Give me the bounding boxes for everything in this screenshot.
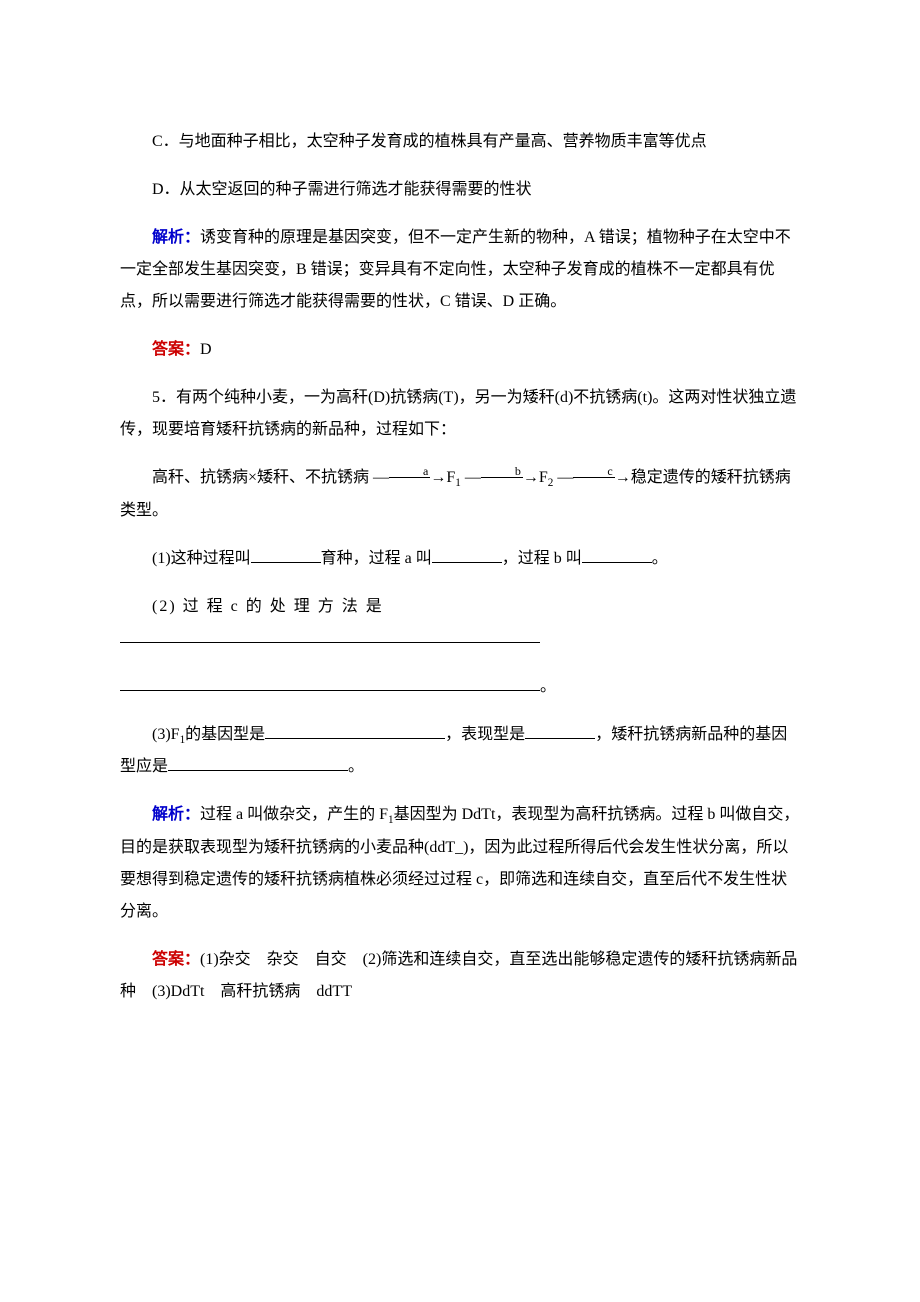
q5-1-a: (1)这种过程叫 <box>152 550 251 567</box>
flow-step-b: b <box>481 465 523 478</box>
question-5-stem: 5．有两个纯种小麦，一为高秆(D)抗锈病(T)，另一为矮秆(d)不抗锈病(t)。… <box>120 382 800 446</box>
q5-3-e: 。 <box>348 758 364 775</box>
blank <box>120 626 540 643</box>
answer-label-2: 答案： <box>152 951 200 968</box>
analysis-2b: 基因型为 DdTt，表现型为高秆抗锈病。过程 b 叫做自交，目的是获取表现型为矮… <box>120 806 799 920</box>
q5-1-d: 。 <box>652 550 668 567</box>
analysis-1: 解析：诱变育种的原理是基因突变，但不一定产生新的物种，A 错误；植物种子在太空中… <box>120 222 800 318</box>
blank <box>120 674 540 691</box>
blank <box>525 722 595 739</box>
answer-1-text: D <box>200 341 212 358</box>
question-5-1: (1)这种过程叫 育种，过程 a 叫 ，过程 b 叫 。 <box>120 543 800 575</box>
blank <box>251 546 321 563</box>
answer-1: 答案：D <box>120 334 800 366</box>
flow-arrow-1: ― <box>461 469 481 486</box>
question-5-2-cont: 。 <box>120 671 800 703</box>
flow-start: 高秆、抗锈病×矮秆、不抗锈病 ― <box>152 469 389 486</box>
option-d: D．从太空返回的种子需进行筛选才能获得需要的性状 <box>120 174 800 206</box>
q5-3-c: ，表现型是 <box>445 726 525 743</box>
q5-2-a: (2) 过 程 c 的 处 理 方 法 是 <box>152 598 384 615</box>
flow-step-c: c <box>573 465 614 478</box>
blank <box>432 546 502 563</box>
analysis-label: 解析： <box>152 229 200 246</box>
answer-2-text: (1)杂交 杂交 自交 (2)筛选和连续自交，直至选出能够稳定遗传的矮秆抗锈病新… <box>120 951 797 1000</box>
flow-f1: →F <box>430 469 455 486</box>
analysis-2: 解析：过程 a 叫做杂交，产生的 F1基因型为 DdTt，表现型为高秆抗锈病。过… <box>120 799 800 928</box>
option-c: C．与地面种子相比，太空种子发育成的植株具有产量高、营养物质丰富等优点 <box>120 126 800 158</box>
document-page: C．与地面种子相比，太空种子发育成的植株具有产量高、营养物质丰富等优点 D．从太… <box>0 0 920 1064</box>
question-5-flow: 高秆、抗锈病×矮秆、不抗锈病 ―a→F1 ―b→F2 ―c→稳定遗传的矮秆抗锈病… <box>120 462 800 527</box>
blank <box>582 546 652 563</box>
analysis-2a: 过程 a 叫做杂交，产生的 F <box>200 806 388 823</box>
blank <box>265 722 445 739</box>
q5-2-b: 。 <box>540 678 556 695</box>
blank <box>168 754 348 771</box>
q5-3-a: (3)F <box>152 726 180 743</box>
answer-label: 答案： <box>152 341 200 358</box>
flow-step-a: a <box>389 465 430 478</box>
q5-3-b: 的基因型是 <box>185 726 265 743</box>
flow-arrow-2: ― <box>553 469 573 486</box>
answer-2: 答案：(1)杂交 杂交 自交 (2)筛选和连续自交，直至选出能够稳定遗传的矮秆抗… <box>120 944 800 1008</box>
flow-f2: →F <box>523 469 548 486</box>
analysis-1-text: 诱变育种的原理是基因突变，但不一定产生新的物种，A 错误；植物种子在太空中不一定… <box>120 229 791 310</box>
question-5-2: (2) 过 程 c 的 处 理 方 法 是 <box>120 591 800 655</box>
analysis-label-2: 解析： <box>152 806 200 823</box>
question-5-3: (3)F1的基因型是，表现型是，矮秆抗锈病新品种的基因型应是。 <box>120 719 800 784</box>
q5-1-b: 育种，过程 a 叫 <box>321 550 432 567</box>
q5-1-c: ，过程 b 叫 <box>502 550 582 567</box>
